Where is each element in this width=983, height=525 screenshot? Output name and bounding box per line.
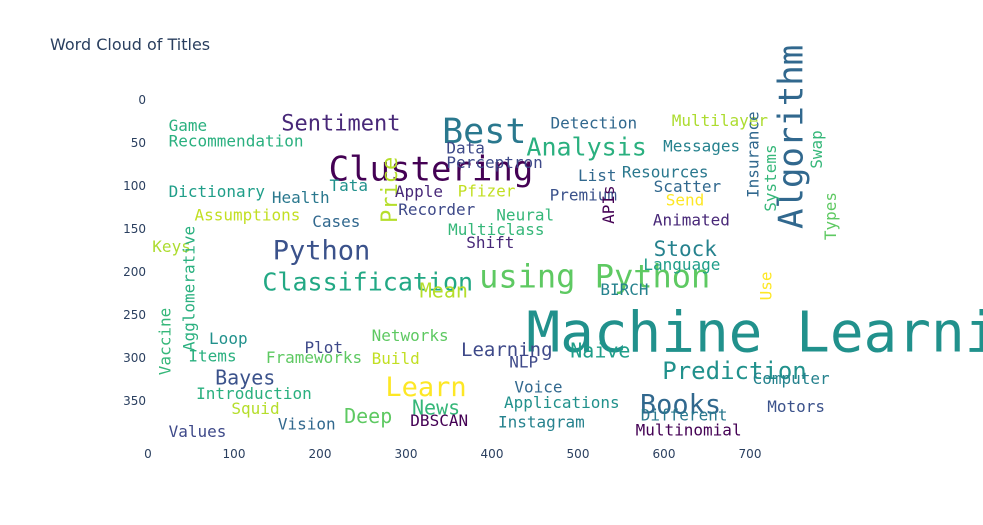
word-insurance: Insurance xyxy=(744,111,763,198)
word-values: Values xyxy=(169,422,227,441)
x-tick-label: 500 xyxy=(567,447,590,461)
y-tick-label: 250 xyxy=(123,308,146,322)
word-game: Game xyxy=(169,116,208,135)
word-plot: Plot xyxy=(305,338,344,357)
x-tick-label: 600 xyxy=(653,447,676,461)
word-cases: Cases xyxy=(312,212,360,231)
word-different: Different xyxy=(641,406,728,425)
word-books: Books xyxy=(640,389,721,420)
word-keys: Keys xyxy=(152,237,191,256)
word-detection: Detection xyxy=(550,113,637,132)
x-tick-label: 100 xyxy=(223,447,246,461)
word-pfizer: Pfizer xyxy=(458,181,516,200)
word-analysis: Analysis xyxy=(526,132,646,161)
word-best: Best xyxy=(442,112,526,152)
word-voice: Voice xyxy=(514,377,562,396)
x-tick-label: 300 xyxy=(395,447,418,461)
word-dbscan: DBSCAN xyxy=(410,411,468,430)
word-apple: Apple xyxy=(395,182,443,201)
x-axis-ticks: 0 100 200 300 400 500 600 700 xyxy=(144,447,761,461)
y-axis-ticks: 0 50 100 150 200 250 300 350 xyxy=(123,93,146,408)
word-bayes: Bayes xyxy=(215,365,275,389)
word-learning: Learning xyxy=(461,339,553,361)
word-use: Use xyxy=(756,271,775,300)
word-deep: Deep xyxy=(344,404,392,428)
chart-title: Word Cloud of Titles xyxy=(50,35,210,54)
word-messages: Messages xyxy=(663,137,740,156)
word-list: List xyxy=(578,166,617,185)
word-agglomerative: Agglomerative xyxy=(179,226,198,351)
word-classification: Classification xyxy=(262,267,473,296)
word-frameworks: Frameworks xyxy=(266,348,362,367)
word-types: Types xyxy=(821,192,840,240)
word-sentiment: Sentiment xyxy=(281,112,400,137)
word-neural: Neural xyxy=(496,205,554,224)
word-multinomial: Multinomial xyxy=(636,420,742,439)
word-premium: Premium xyxy=(550,186,617,205)
word-health: Health xyxy=(272,188,330,207)
word-price: Price xyxy=(378,157,403,223)
word-send: Send xyxy=(666,191,705,210)
word-resources: Resources xyxy=(622,162,709,181)
word-recorder: Recorder xyxy=(398,200,475,219)
y-tick-label: 200 xyxy=(123,265,146,279)
word-animated: Animated xyxy=(653,211,730,230)
word-multiclass: Multiclass xyxy=(448,220,544,239)
word-systems: Systems xyxy=(761,144,780,211)
word-introduction: Introduction xyxy=(196,384,312,403)
word-motors: Motors xyxy=(767,397,825,416)
word-algorithm: Algorithm xyxy=(771,45,811,229)
y-tick-label: 100 xyxy=(123,179,146,193)
word-networks: Networks xyxy=(372,326,449,345)
word-tata: Tata xyxy=(329,176,368,195)
word-prediction: Prediction xyxy=(662,357,807,385)
word-build: Build xyxy=(372,349,420,368)
y-tick-label: 50 xyxy=(131,136,146,150)
word-machine-learning: Machine Learning xyxy=(526,300,983,365)
word-naive: Naive xyxy=(570,339,630,363)
word-loop: Loop xyxy=(209,329,248,348)
y-tick-label: 150 xyxy=(123,222,146,236)
word-mean: Mean xyxy=(420,279,468,303)
y-tick-label: 0 xyxy=(138,93,146,107)
word-language: Language xyxy=(643,255,720,274)
word-recommendation: Recommendation xyxy=(169,131,304,150)
x-tick-label: 700 xyxy=(739,447,762,461)
word-stock: Stock xyxy=(654,237,718,261)
word-items: Items xyxy=(188,346,236,365)
word-squid: Squid xyxy=(231,399,279,418)
word-assumptions: Assumptions xyxy=(194,205,300,224)
word-apis: APIs xyxy=(599,185,618,224)
word-dictionary: Dictionary xyxy=(169,182,266,201)
word-learn: Learn xyxy=(385,372,466,403)
word-vision: Vision xyxy=(278,414,336,433)
x-tick-label: 200 xyxy=(309,447,332,461)
word-python: Python xyxy=(273,235,371,266)
word-birch: BIRCH xyxy=(600,280,648,299)
x-tick-label: 400 xyxy=(481,447,504,461)
word-nlp: NLP xyxy=(509,352,538,371)
word-perceptron: Perceptron xyxy=(446,153,542,172)
word-swap: Swap xyxy=(807,130,826,169)
word-applications: Applications xyxy=(504,393,620,412)
word-news: News xyxy=(412,395,460,419)
word-instagram: Instagram xyxy=(498,413,585,432)
word-computer: Computer xyxy=(753,369,830,388)
word-clustering: Clustering xyxy=(329,150,534,190)
word-vaccine: Vaccine xyxy=(155,308,174,375)
y-tick-label: 300 xyxy=(123,351,146,365)
y-tick-label: 350 xyxy=(123,394,146,408)
word-scatter: Scatter xyxy=(654,177,722,196)
word-using-python: using Python xyxy=(479,257,710,295)
x-tick-label: 0 xyxy=(144,447,152,461)
word-multilayer: Multilayer xyxy=(672,111,769,130)
word-data: Data xyxy=(446,138,485,157)
word-shift: Shift xyxy=(466,233,514,252)
